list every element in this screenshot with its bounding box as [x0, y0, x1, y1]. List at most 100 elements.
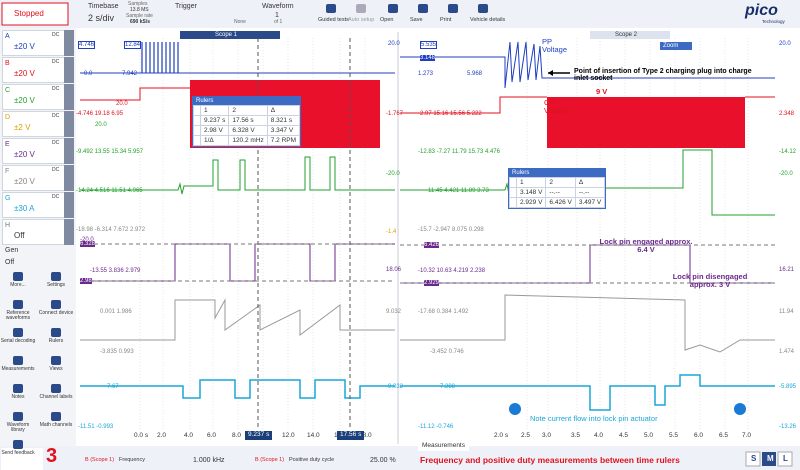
- rulers-cell: 2.98 V: [199, 125, 230, 136]
- rulers-cell: 2: [228, 105, 268, 116]
- scope-tab[interactable]: Scope 2: [615, 32, 638, 38]
- sidebar-icon[interactable]: [51, 356, 61, 365]
- axis-label: -18.98 -6.314 7.672 2.972: [76, 227, 146, 233]
- rulers-cell: 8.321 s: [266, 115, 301, 126]
- channel-row[interactable]: [2, 111, 66, 137]
- zoom-box[interactable]: Zoom: [660, 42, 693, 50]
- channel-expand[interactable]: [64, 192, 74, 218]
- channel-expand[interactable]: [64, 165, 74, 191]
- axis-label: 5.535: [420, 41, 438, 49]
- channel-letter: A: [5, 33, 10, 40]
- sidebar-item[interactable]: Waveform library: [6, 422, 30, 433]
- channel-coupling: DC: [52, 59, 60, 65]
- channel-letter: B: [5, 60, 10, 67]
- size-s[interactable]: [745, 451, 761, 467]
- channel-row[interactable]: [2, 192, 66, 218]
- trigger-mode[interactable]: None: [234, 19, 246, 25]
- toolbar-icon[interactable]: [388, 4, 398, 13]
- measurement-value: 1.000 kHz: [193, 457, 225, 464]
- sidebar-icon[interactable]: [51, 384, 61, 393]
- sidebar-icon[interactable]: [13, 356, 23, 365]
- sidebar-item[interactable]: Channel labels: [39, 394, 73, 400]
- toolbar-button[interactable]: Auto setup: [348, 17, 375, 23]
- size-label[interactable]: L: [783, 454, 788, 463]
- waveform-of: of 1: [274, 19, 283, 25]
- axis-label: 20.0: [116, 101, 128, 107]
- toolbar-icon[interactable]: [326, 4, 336, 13]
- sidebar-icon[interactable]: [51, 300, 61, 309]
- size-label[interactable]: M: [767, 454, 774, 463]
- sidebar-icon[interactable]: [51, 272, 61, 281]
- sidebar-item[interactable]: Notes: [11, 394, 25, 400]
- sidebar-icon[interactable]: [13, 440, 23, 449]
- status[interactable]: Stopped: [14, 9, 44, 18]
- sidebar-icon[interactable]: [13, 328, 23, 337]
- sidebar-item[interactable]: Measurements: [1, 366, 35, 372]
- size-label[interactable]: S: [751, 454, 757, 463]
- toolbar-icon[interactable]: [478, 4, 488, 13]
- channel-expand[interactable]: [64, 138, 74, 164]
- sidebar-item[interactable]: Rulers: [48, 338, 64, 344]
- axis-label: 20.0: [779, 41, 791, 47]
- sidebar-item[interactable]: Views: [49, 366, 63, 372]
- sidebar-item[interactable]: Math channels: [39, 422, 73, 428]
- size-l[interactable]: [777, 451, 793, 467]
- channel-expand[interactable]: [64, 84, 74, 110]
- scope-tab[interactable]: Scope 1: [215, 32, 238, 38]
- sidebar-item[interactable]: More...: [10, 282, 26, 288]
- channel-letter: C: [5, 87, 11, 94]
- toolbar-icon[interactable]: [448, 4, 458, 13]
- rulers-title: Rulers: [196, 98, 214, 104]
- annotation: PP Voltage: [542, 37, 568, 54]
- channel-coupling: DC: [52, 167, 60, 173]
- sidebar-icon[interactable]: [51, 412, 61, 421]
- measurement-source: B (Scope 1): [255, 457, 285, 463]
- toolbar-icon[interactable]: [418, 4, 428, 13]
- channel-row[interactable]: [2, 219, 66, 245]
- x-tick-label: 2.5: [521, 432, 531, 439]
- channel-row[interactable]: [2, 138, 66, 164]
- toolbar-icon[interactable]: [356, 4, 366, 13]
- axis-label: -11.12 -0.746: [418, 424, 454, 430]
- waveform-label: Waveform: [262, 3, 294, 10]
- toolbar-button[interactable]: Print: [440, 17, 452, 23]
- axis-label: 2.98: [80, 278, 92, 284]
- sidebar-icon[interactable]: [13, 300, 23, 309]
- x-tick-label: 3.5: [571, 432, 581, 439]
- channel-expand[interactable]: [64, 57, 74, 83]
- sidebar-item[interactable]: Connect device: [38, 310, 74, 316]
- rulers-cell: 2: [545, 177, 576, 188]
- timebase[interactable]: 2 s/div: [88, 13, 115, 23]
- toolbar-button[interactable]: Save: [410, 17, 423, 23]
- toolbar-button[interactable]: Guided tests: [318, 17, 349, 23]
- axis-label: -5.895: [779, 384, 797, 390]
- ruler-time: 17.56 s: [337, 431, 365, 440]
- size-m[interactable]: [762, 452, 776, 466]
- sidebar-item[interactable]: Settings: [46, 282, 66, 288]
- sidebar-icon[interactable]: [13, 384, 23, 393]
- rulers-cell: 9.237 s: [199, 115, 230, 126]
- channel-letter: H: [5, 222, 11, 229]
- channel-expand[interactable]: [64, 30, 74, 56]
- rulers-cell: 120.2 mHz: [228, 135, 268, 146]
- channel-range: ±30 A: [14, 204, 35, 213]
- channel-row[interactable]: [2, 84, 66, 110]
- sidebar-item[interactable]: Send feedback: [1, 450, 35, 456]
- samples: 13.8 MS: [130, 7, 149, 13]
- toolbar-button[interactable]: Open: [380, 17, 394, 23]
- sidebar-item[interactable]: Reference waveforms: [5, 310, 31, 321]
- sidebar-icon[interactable]: [13, 412, 23, 421]
- channel-letter: F: [5, 168, 10, 175]
- sidebar-icon[interactable]: [13, 272, 23, 281]
- channel-expand[interactable]: [64, 111, 74, 137]
- channel-row[interactable]: [2, 57, 66, 83]
- sidebar-icon[interactable]: [51, 328, 61, 337]
- x-tick-label: 6.5: [719, 432, 729, 439]
- toolbar-button[interactable]: Vehicle details: [470, 17, 506, 23]
- channel-expand[interactable]: [64, 219, 74, 245]
- channel-row[interactable]: [2, 165, 66, 191]
- stop-button[interactable]: [1, 2, 69, 26]
- gen-state: Off: [5, 259, 15, 266]
- measurements-tab[interactable]: Measurements: [418, 442, 469, 451]
- sidebar-item[interactable]: Serial decoding: [0, 338, 36, 344]
